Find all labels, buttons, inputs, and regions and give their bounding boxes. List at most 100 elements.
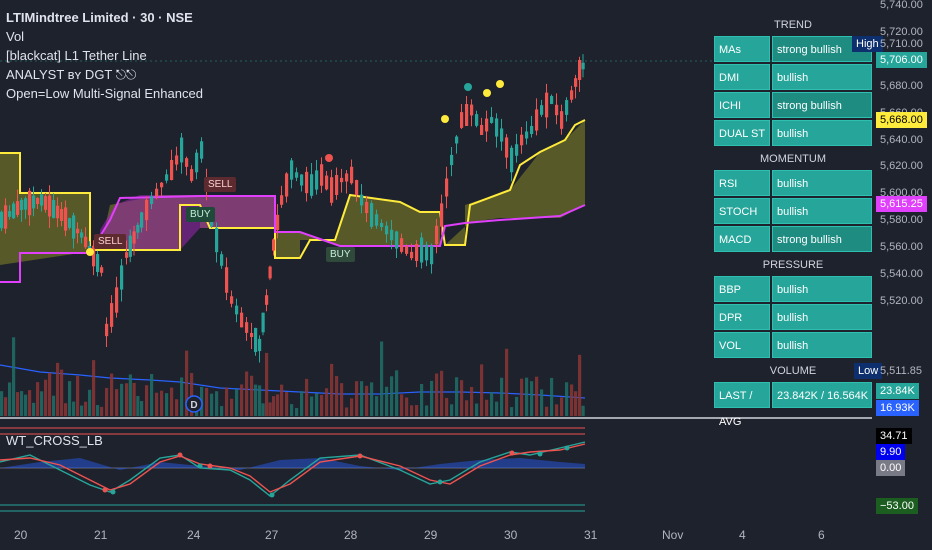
volume-bar [570, 384, 574, 416]
time-tick-label: 29 [424, 528, 438, 542]
wt-cross-dot [437, 479, 443, 485]
volume-bar [520, 378, 524, 416]
symbol-title[interactable]: LTIMindtree Limited · 30 · NSE [6, 10, 193, 25]
volume-bar [56, 362, 60, 416]
legend-openlow[interactable]: Open=Low Multi-Signal Enhanced [6, 86, 203, 101]
candle-body [280, 195, 284, 205]
candle-body [84, 236, 88, 248]
volume-bar [365, 385, 369, 416]
candle-body [32, 195, 36, 209]
candle-body [290, 160, 294, 180]
volume-bar [345, 407, 349, 416]
candle-body [240, 312, 244, 328]
volume-bar [425, 405, 429, 416]
candle-body [272, 239, 276, 251]
row-value: 23.842K / 16.564K [772, 382, 872, 408]
volume-bar [16, 392, 20, 416]
candle-body [485, 118, 489, 132]
volume-bar [445, 397, 449, 416]
candle-body [140, 212, 144, 228]
time-tick-label: 31 [584, 528, 598, 542]
volume-bar [150, 374, 154, 416]
price-tick-label: 5,560.00 [880, 241, 923, 254]
candle-body [360, 194, 364, 206]
volume-bar [225, 387, 229, 416]
price-tick-label: 5,720.00 [880, 25, 923, 38]
wt-tag-4: −53.00 [876, 498, 918, 514]
volume-bar [12, 337, 16, 416]
legend-analyst[interactable]: ANALYST ʙʏ DGT ⎋⎋ [6, 67, 137, 82]
volume-bar [545, 406, 549, 416]
signal-dot [325, 154, 333, 162]
tether-line-magenta [0, 195, 586, 283]
candle-body [254, 327, 258, 353]
candle-body [64, 207, 68, 231]
volume-bar [240, 384, 244, 416]
row-value: bullish (overbought) [772, 198, 872, 244]
price-tick-label: 5,640.00 [880, 133, 923, 146]
volume-bar [64, 403, 68, 416]
candle-body [100, 267, 104, 273]
candle-body [505, 137, 509, 158]
candle-body [200, 141, 204, 159]
candle-body [510, 147, 514, 173]
row-value: bullish [772, 120, 872, 146]
candle-body [235, 305, 239, 315]
buy-signal: BUY [326, 247, 355, 262]
table-row: DPR bullish [714, 304, 872, 330]
volume-bar [235, 389, 239, 416]
candle-body [425, 244, 429, 261]
candle-body [500, 128, 504, 142]
candle-body [132, 231, 136, 244]
volume-bar [340, 383, 344, 416]
volume-bar [375, 396, 379, 416]
volume-bar [128, 374, 132, 416]
volume-bar [60, 369, 64, 416]
volume-bar [175, 399, 179, 416]
candle-body [400, 238, 404, 252]
volume-bar [155, 392, 159, 416]
momentum-header: MOMENTUM [760, 153, 826, 165]
volume-bar [435, 373, 439, 416]
volume-avg-line [0, 364, 586, 399]
wt-cross-dot [269, 492, 275, 498]
sell-signal: SELL [94, 234, 127, 249]
signal-dot [464, 83, 472, 91]
wt-indicator-label[interactable]: WT_CROSS_LB [6, 433, 103, 448]
volume-bar [280, 384, 284, 416]
candle-body [36, 198, 40, 204]
volume-bar [300, 391, 304, 416]
volume-bar [165, 393, 169, 416]
candle-body [225, 267, 229, 293]
chart-legend: LTIMindtree Limited · 30 · NSE Vol [blac… [6, 8, 203, 103]
legend-tether[interactable]: [blackcat] L1 Tether Line [6, 48, 147, 63]
legend-vol[interactable]: Vol [6, 29, 25, 44]
candle-body [300, 174, 304, 186]
time-tick-label: 20 [14, 528, 28, 542]
volume-bar [305, 378, 309, 416]
volume-bar [480, 364, 484, 416]
candle-body [550, 96, 554, 104]
volume-bar [450, 404, 454, 416]
row-value: bullish [772, 170, 872, 196]
volume-bar [36, 382, 40, 416]
candle-body [445, 178, 449, 197]
candle-body [530, 125, 534, 135]
candle-body [540, 105, 544, 115]
candle-body [230, 296, 234, 304]
candle-body [380, 222, 384, 228]
row-key: MACD [714, 226, 770, 252]
row-key: DMI [714, 64, 770, 90]
volume-bar [220, 406, 224, 416]
candle-body [295, 172, 299, 178]
volume-bar [276, 394, 280, 416]
volume-bar [4, 397, 8, 416]
volume-bar [136, 396, 140, 416]
candle-body [220, 254, 224, 266]
volume-bar [268, 402, 272, 416]
volume-bar [578, 354, 582, 416]
candle-body [28, 190, 32, 216]
candle-body [8, 211, 12, 217]
volume-bar [8, 382, 12, 416]
